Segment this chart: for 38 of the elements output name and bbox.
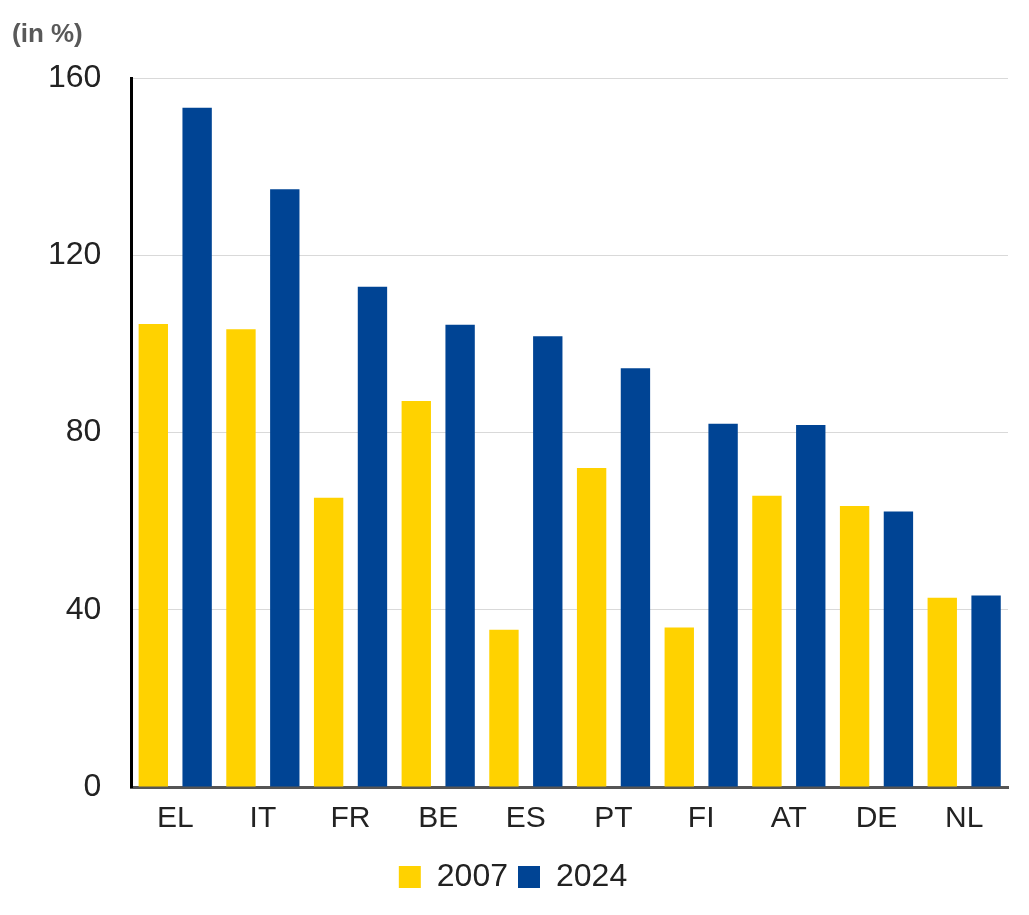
x-tick-label: EL: [156, 800, 194, 834]
bar: [839, 506, 870, 787]
bar: [927, 597, 957, 787]
y-tick-label: 40: [65, 589, 102, 626]
x-tick-label: AT: [770, 800, 807, 834]
bar: [401, 401, 431, 787]
y-tick-label: 120: [48, 235, 102, 272]
legend-label: 2007: [436, 856, 508, 893]
bar: [357, 286, 388, 787]
bar: [445, 324, 475, 787]
y-axis-title: (in %): [12, 18, 83, 49]
bar: [883, 511, 914, 787]
y-tick-label: 80: [65, 412, 102, 449]
y-tick-label: 0: [83, 766, 102, 803]
x-tick-label: DE: [855, 800, 898, 834]
x-tick-label: FI: [687, 800, 715, 834]
bar: [182, 107, 212, 787]
x-tick-label: BE: [418, 800, 459, 834]
x-tick-label: ES: [505, 800, 546, 834]
legend-label: 2024: [556, 856, 628, 893]
bar: [664, 627, 694, 787]
bar: [620, 368, 651, 787]
bar: [796, 424, 826, 787]
bar: [138, 323, 168, 787]
bar: [226, 329, 256, 787]
bar: [708, 423, 738, 787]
bar: [489, 629, 519, 787]
bar: [971, 595, 1001, 787]
y-tick-label: 160: [48, 57, 102, 94]
bar: [752, 495, 782, 787]
bar: [533, 336, 563, 787]
bar: [576, 467, 607, 787]
bar: [313, 497, 344, 787]
x-tick-label: FR: [330, 800, 371, 834]
x-tick-label: PT: [594, 800, 633, 834]
x-tick-label: IT: [249, 800, 277, 834]
x-tick-label: NL: [944, 800, 984, 834]
bar: [270, 189, 300, 787]
